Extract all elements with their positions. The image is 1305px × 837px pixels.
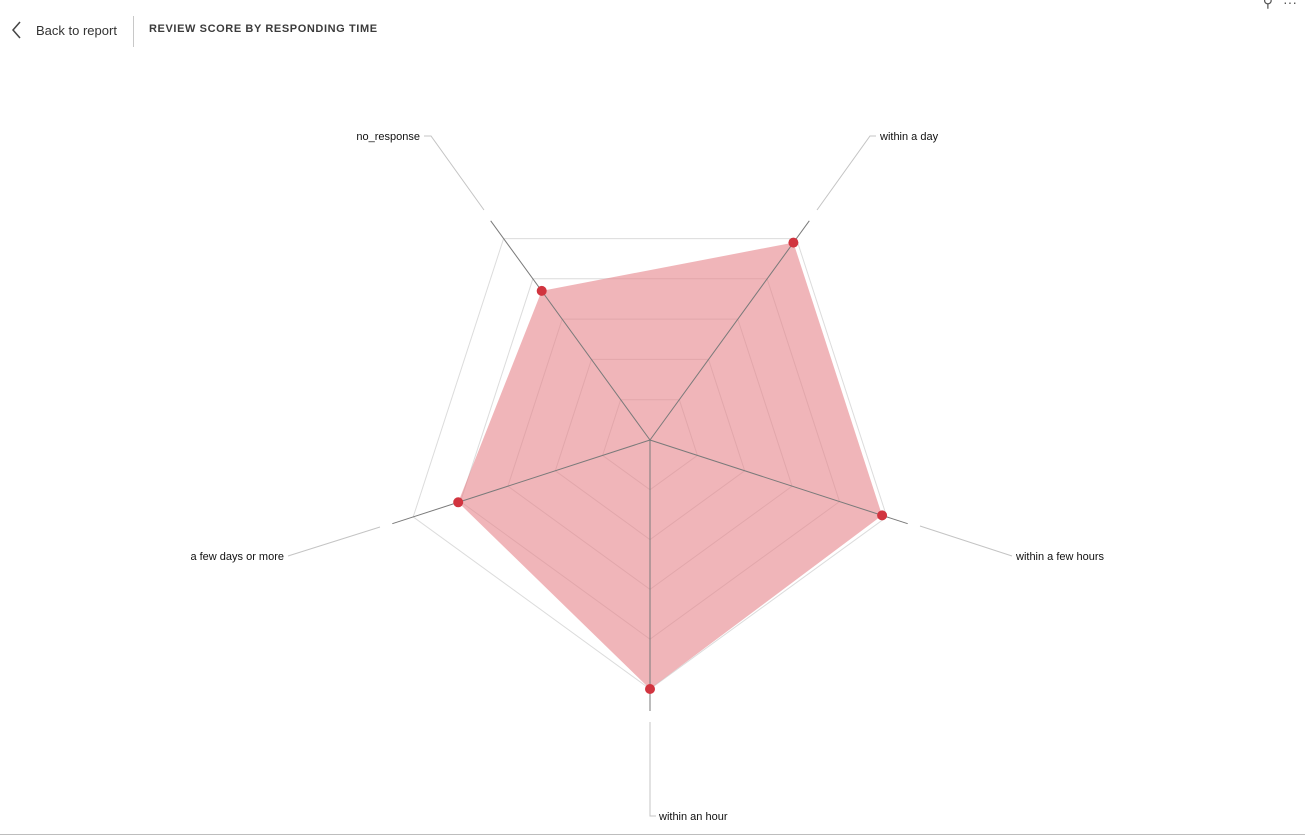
axis-line [490, 220, 651, 441]
axis-label: within a day [879, 131, 939, 143]
axis-label: within an hour [658, 811, 728, 823]
data-point [453, 497, 464, 508]
data-point [788, 237, 799, 248]
axis-label: within a few hours [1015, 551, 1105, 563]
axis-line [392, 439, 651, 525]
leader-line [424, 135, 485, 211]
series-area [458, 242, 883, 689]
filter-icon[interactable]: ⚲ [1262, 0, 1273, 10]
top-bar: Back to report REVIEW SCORE BY RESPONDIN… [0, 0, 1305, 60]
grid-ring [412, 238, 888, 690]
axis-label: no_response [356, 131, 420, 143]
data-point [645, 684, 655, 694]
header-divider [133, 16, 134, 47]
more-options-icon[interactable]: ··· [1283, 0, 1297, 10]
axis-line [649, 220, 810, 441]
back-to-report-label: Back to report [36, 22, 117, 38]
axis-label: a few days or more [190, 551, 284, 563]
page-title: REVIEW SCORE BY RESPONDING TIME [149, 23, 378, 35]
bottom-rule [0, 834, 1305, 835]
leader-line [287, 526, 381, 557]
data-point [536, 285, 547, 296]
axis-line [649, 439, 908, 525]
data-point [877, 510, 888, 521]
leader-line [649, 722, 656, 817]
back-to-report-button[interactable]: Back to report [10, 18, 117, 42]
leader-line [816, 135, 876, 211]
leader-line [919, 525, 1013, 557]
top-right-icons: ⚲ ··· [1263, 0, 1297, 11]
chevron-left-icon [12, 21, 21, 39]
